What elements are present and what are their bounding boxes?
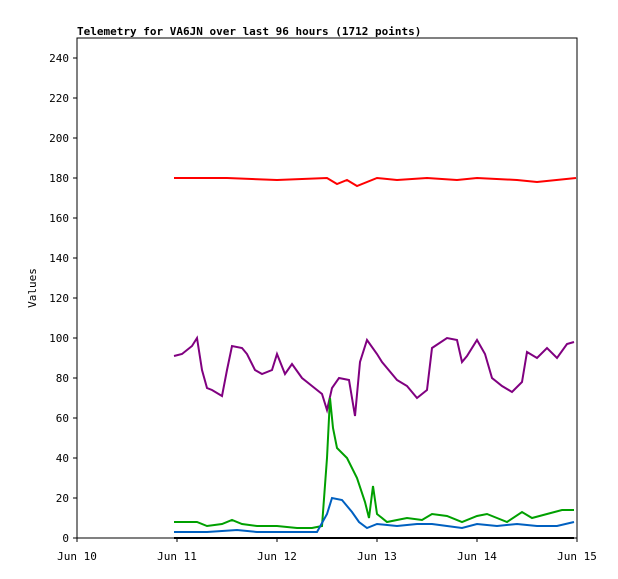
x-tick-label: Jun 15 — [557, 550, 597, 563]
x-tick-label: Jun 12 — [257, 550, 297, 563]
x-tick-label: Jun 11 — [157, 550, 197, 563]
y-tick-label: 40 — [56, 452, 69, 465]
series-line-3 — [174, 496, 575, 533]
x-tick-label: Jun 13 — [357, 550, 397, 563]
series-line-2 — [174, 397, 574, 529]
x-axis: Jun 10 Jun 11 Jun 12 Jun 13 Jun 14 Jun 15 — [57, 538, 597, 563]
y-tick-label: 20 — [56, 492, 69, 505]
series-group — [173, 176, 577, 539]
chart-title: Telemetry for VA6JN over last 96 hours (… — [77, 25, 421, 38]
x-tick-label: Jun 14 — [457, 550, 497, 563]
y-tick-label: 240 — [49, 52, 69, 65]
y-axis: 0 20 40 60 80 100 120 140 160 180 200 220 240 — [49, 52, 77, 545]
y-tick-label: 60 — [56, 412, 69, 425]
series-line-1 — [173, 335, 575, 417]
y-tick-label: 220 — [49, 92, 69, 105]
y-tick-label: 200 — [49, 132, 69, 145]
y-tick-label: 120 — [49, 292, 69, 305]
y-tick-label: 160 — [49, 212, 69, 225]
y-tick-label: 180 — [49, 172, 69, 185]
y-tick-label: 140 — [49, 252, 69, 265]
y-tick-label: 80 — [56, 372, 69, 385]
series-line-0 — [174, 176, 577, 188]
x-tick-label: Jun 10 — [57, 550, 97, 563]
y-tick-label: 0 — [62, 532, 69, 545]
y-tick-label: 100 — [49, 332, 69, 345]
y-axis-label: Values — [26, 268, 39, 308]
